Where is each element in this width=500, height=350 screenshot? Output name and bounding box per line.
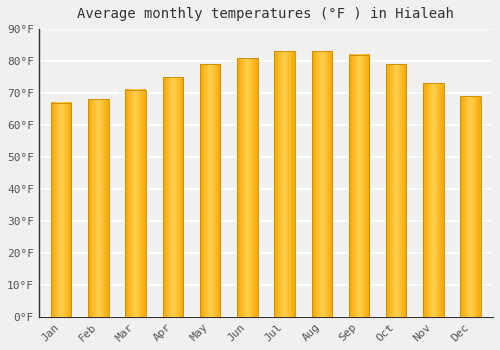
Bar: [460, 96, 481, 317]
Bar: [162, 77, 183, 317]
Bar: [237, 58, 258, 317]
Bar: [349, 55, 370, 317]
Bar: [386, 64, 406, 317]
Title: Average monthly temperatures (°F ) in Hialeah: Average monthly temperatures (°F ) in Hi…: [78, 7, 454, 21]
Bar: [200, 64, 220, 317]
Bar: [274, 51, 295, 317]
Bar: [126, 90, 146, 317]
Bar: [51, 103, 72, 317]
Bar: [312, 51, 332, 317]
Bar: [423, 83, 444, 317]
Bar: [88, 99, 108, 317]
